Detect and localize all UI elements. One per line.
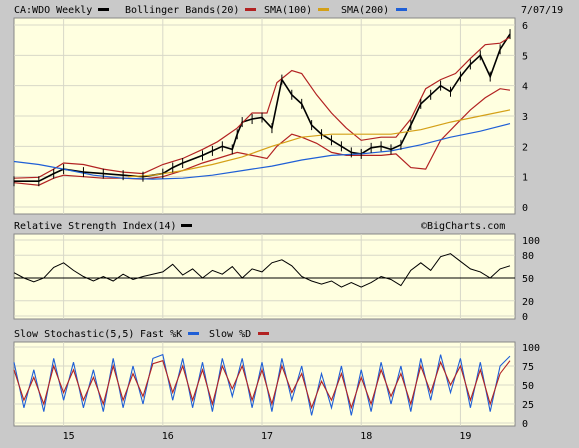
rsi-line (13, 253, 511, 288)
x-tick-label: 15 (63, 431, 75, 442)
stochastic-panel: Slow Stochastic(5,5) Fast %K Slow %D 0 25… (13, 329, 540, 430)
y-tick-label: 100 (522, 343, 540, 354)
y-tick-label: 2 (522, 142, 528, 153)
sma100-line (128, 109, 511, 178)
sma100-legend-label: SMA(100) (264, 5, 312, 16)
fast-k-swatch (188, 332, 199, 335)
stochastic-grid (14, 342, 515, 426)
price-panel: 0 1 2 3 4 5 6 (13, 17, 528, 215)
price-series-group (13, 29, 511, 187)
fast-k-label: Fast %K (140, 329, 182, 340)
sma200-legend-label: SMA(200) (341, 5, 389, 16)
bollinger-lower (13, 88, 511, 186)
y-tick-label: 100 (522, 236, 540, 247)
y-tick-label: 0 (522, 312, 528, 323)
y-tick-label: 5 (522, 51, 528, 62)
x-tick-label: 18 (360, 431, 372, 442)
bollinger-legend-label: Bollinger Bands(20) (125, 5, 239, 16)
price-legend-swatch (98, 8, 109, 11)
rsi-y-axis: 0 20 50 80 100 (522, 236, 540, 323)
sma200-line (13, 123, 511, 180)
rsi-plot-area (13, 233, 516, 320)
x-axis: 15 16 17 18 19 (63, 431, 472, 442)
bollinger-upper (13, 36, 511, 179)
y-tick-label: 0 (522, 419, 528, 430)
y-tick-label: 75 (522, 362, 534, 373)
slow-d-label: Slow %D (209, 329, 251, 340)
y-tick-label: 4 (522, 82, 528, 93)
x-tick-label: 16 (162, 431, 174, 442)
y-tick-label: 50 (522, 274, 534, 285)
rsi-legend-swatch (181, 224, 192, 227)
price-grid (14, 18, 515, 214)
fast-k-line (13, 353, 511, 416)
bollinger-legend-swatch (245, 8, 256, 11)
y-tick-label: 6 (522, 21, 528, 32)
rsi-series-group (13, 253, 511, 288)
y-tick-label: 50 (522, 381, 534, 392)
sma200-legend-swatch (396, 8, 407, 11)
rsi-panel: Relative Strength Index(14) ©BigCharts.c… (13, 221, 540, 323)
x-tick-label: 19 (459, 431, 471, 442)
rsi-grid (14, 234, 515, 319)
stochastic-plot-area (13, 341, 516, 427)
stochastic-series-group (13, 353, 511, 416)
slow-d-swatch (258, 332, 269, 335)
y-tick-label: 0 (522, 203, 528, 214)
sma100-legend-swatch (318, 8, 329, 11)
y-tick-label: 25 (522, 400, 534, 411)
rsi-title: Relative Strength Index(14) (14, 221, 177, 232)
y-tick-label: 3 (522, 112, 528, 123)
price-y-axis: 0 1 2 3 4 5 6 (522, 21, 528, 214)
watermark: ©BigCharts.com (421, 221, 505, 232)
x-tick-label: 17 (261, 431, 273, 442)
stochastic-y-axis: 0 25 50 75 100 (522, 343, 540, 430)
y-tick-label: 80 (522, 251, 534, 262)
y-tick-label: 20 (522, 297, 534, 308)
chart-date: 7/07/19 (521, 5, 563, 16)
chart-header: CA:WDO Weekly Bollinger Bands(20) SMA(10… (14, 5, 563, 16)
y-tick-label: 1 (522, 173, 528, 184)
slow-d-line (13, 360, 511, 410)
symbol-label: CA:WDO Weekly (14, 5, 92, 16)
stochastic-title: Slow Stochastic(5,5) (14, 329, 134, 340)
